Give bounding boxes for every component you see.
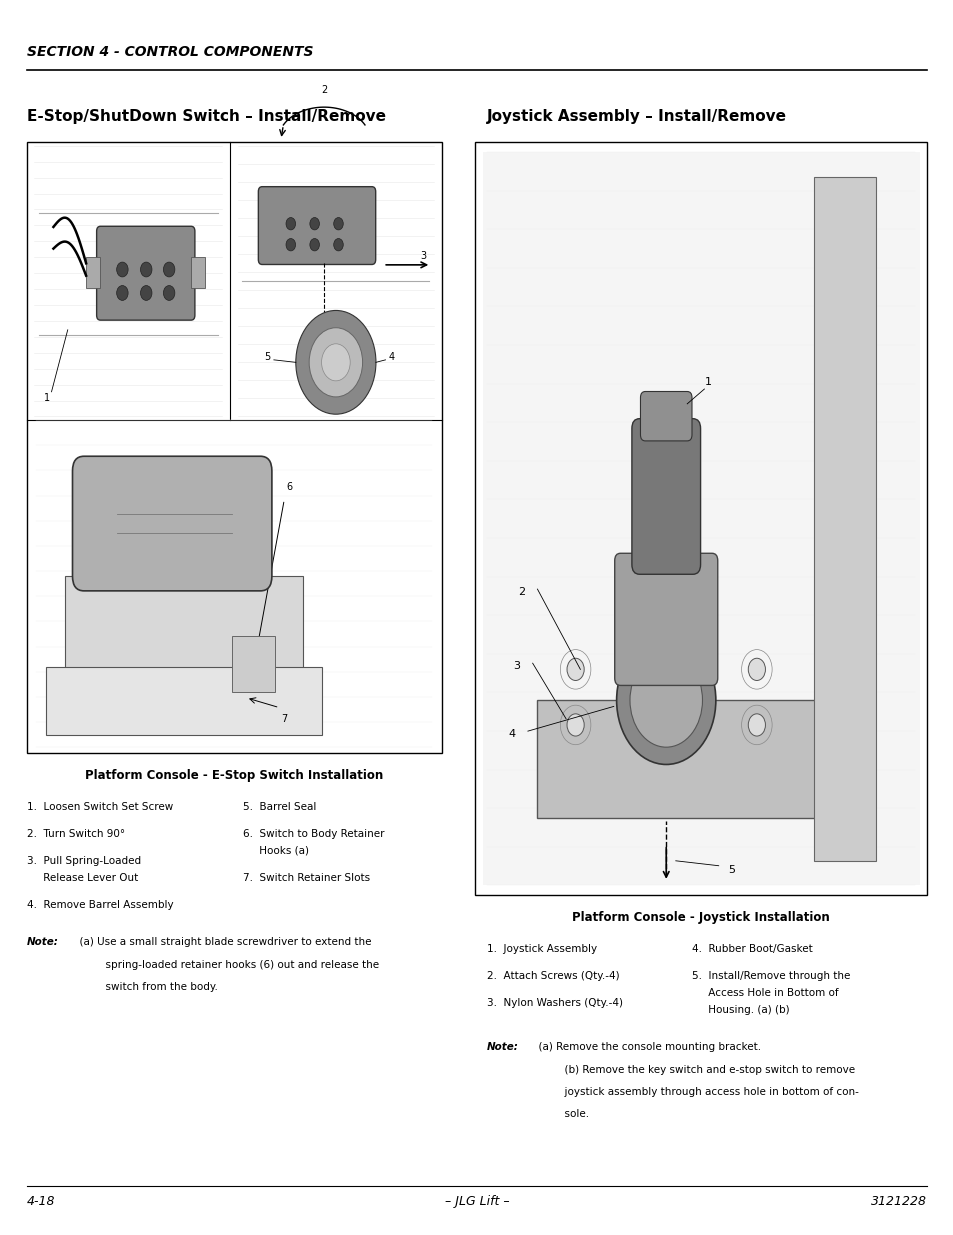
FancyBboxPatch shape [631,419,700,574]
FancyBboxPatch shape [86,257,100,288]
Text: E-Stop/ShutDown Switch – Install/Remove: E-Stop/ShutDown Switch – Install/Remove [27,109,385,124]
FancyBboxPatch shape [258,186,375,264]
Circle shape [747,658,764,680]
Text: 4: 4 [508,730,516,740]
Circle shape [163,285,174,300]
Text: Access Hole in Bottom of: Access Hole in Bottom of [691,988,838,998]
Circle shape [321,343,350,380]
Text: 7.  Switch Retainer Slots: 7. Switch Retainer Slots [243,873,370,883]
FancyBboxPatch shape [813,177,875,861]
Circle shape [286,238,295,251]
Text: switch from the body.: switch from the body. [72,982,217,992]
Text: 2: 2 [517,588,525,598]
Text: Release Lever Out: Release Lever Out [27,873,138,883]
FancyBboxPatch shape [232,636,274,692]
Circle shape [566,714,583,736]
Circle shape [334,238,343,251]
Text: 3: 3 [513,662,520,672]
Text: 4-18: 4-18 [27,1194,55,1208]
Text: 3121228: 3121228 [870,1194,926,1208]
Text: 1: 1 [703,378,711,388]
Text: spring-loaded retainer hooks (6) out and release the: spring-loaded retainer hooks (6) out and… [72,960,378,969]
Text: 1.  Loosen Switch Set Screw: 1. Loosen Switch Set Screw [27,802,172,811]
FancyBboxPatch shape [475,142,926,895]
FancyBboxPatch shape [482,152,919,885]
Text: Platform Console - E-Stop Switch Installation: Platform Console - E-Stop Switch Install… [85,769,383,783]
Text: 5.  Barrel Seal: 5. Barrel Seal [243,802,316,811]
Circle shape [310,217,319,230]
Text: 2.  Attach Screws (Qty.-4): 2. Attach Screws (Qty.-4) [486,971,618,981]
Circle shape [566,658,583,680]
Circle shape [116,262,128,277]
FancyBboxPatch shape [537,700,822,818]
Circle shape [747,714,764,736]
Text: 4.  Remove Barrel Assembly: 4. Remove Barrel Assembly [27,900,173,910]
Circle shape [295,310,375,414]
Text: Note:: Note: [27,937,58,947]
Text: (a) Use a small straight blade screwdriver to extend the: (a) Use a small straight blade screwdriv… [72,937,371,947]
Text: (a) Remove the console mounting bracket.: (a) Remove the console mounting bracket. [532,1042,760,1052]
Circle shape [140,262,152,277]
Text: Housing. (a) (b): Housing. (a) (b) [691,1005,788,1015]
Text: 4.  Rubber Boot/Gasket: 4. Rubber Boot/Gasket [691,944,812,953]
Circle shape [334,217,343,230]
Text: 6.  Switch to Body Retainer: 6. Switch to Body Retainer [243,829,384,839]
Circle shape [116,285,128,300]
Text: sole.: sole. [532,1109,589,1119]
FancyBboxPatch shape [96,226,194,320]
FancyBboxPatch shape [27,142,441,753]
FancyBboxPatch shape [65,576,303,721]
Text: 5: 5 [727,866,735,876]
Text: joystick assembly through access hole in bottom of con-: joystick assembly through access hole in… [532,1087,859,1097]
Text: Hooks (a): Hooks (a) [243,846,309,856]
Circle shape [629,653,701,747]
Text: 6: 6 [286,482,292,492]
Text: 7: 7 [281,715,287,725]
FancyBboxPatch shape [639,391,691,441]
Text: 3: 3 [420,251,426,261]
Circle shape [309,327,362,396]
Circle shape [616,636,715,764]
Text: (b) Remove the key switch and e-stop switch to remove: (b) Remove the key switch and e-stop swi… [532,1065,855,1074]
Circle shape [140,285,152,300]
Text: 2: 2 [321,85,327,95]
Text: 1.  Joystick Assembly: 1. Joystick Assembly [486,944,596,953]
Text: 3.  Nylon Washers (Qty.-4): 3. Nylon Washers (Qty.-4) [486,998,622,1008]
Circle shape [310,238,319,251]
Circle shape [286,217,295,230]
Text: 4: 4 [388,352,394,362]
FancyBboxPatch shape [72,456,272,590]
Text: 5: 5 [264,352,271,362]
Text: SECTION 4 - CONTROL COMPONENTS: SECTION 4 - CONTROL COMPONENTS [27,46,313,59]
Text: 5.  Install/Remove through the: 5. Install/Remove through the [691,971,849,981]
FancyBboxPatch shape [614,553,717,685]
Text: 2.  Turn Switch 90°: 2. Turn Switch 90° [27,829,125,839]
Text: Platform Console - Joystick Installation: Platform Console - Joystick Installation [572,911,829,925]
FancyBboxPatch shape [46,667,322,735]
Text: Joystick Assembly – Install/Remove: Joystick Assembly – Install/Remove [486,109,785,124]
Text: 1: 1 [44,393,50,403]
Text: – JLG Lift –: – JLG Lift – [444,1194,509,1208]
Text: Note:: Note: [486,1042,517,1052]
FancyBboxPatch shape [191,257,205,288]
Circle shape [163,262,174,277]
Text: 3.  Pull Spring-Loaded: 3. Pull Spring-Loaded [27,856,141,866]
